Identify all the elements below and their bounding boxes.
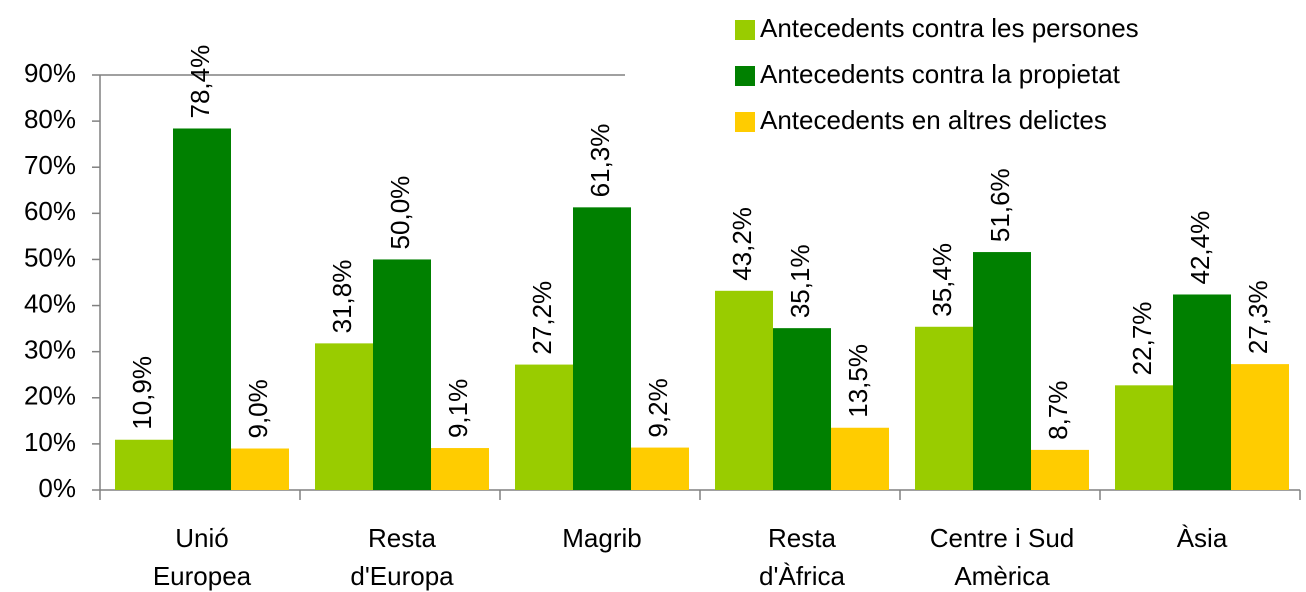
x-tick-label: Resta [768,523,836,553]
bar [231,448,289,490]
y-tick-label: 60% [24,196,76,226]
x-tick-label: Àsia [1177,523,1228,553]
bar [515,364,573,490]
y-tick-label: 50% [24,242,76,272]
bar [315,343,373,490]
value-label: 10,9% [127,356,157,430]
bar [773,328,831,490]
x-tick-label: Europea [153,561,252,591]
bar [431,448,489,490]
value-label: 35,4% [927,243,957,317]
value-label: 51,6% [985,168,1015,242]
y-tick-label: 40% [24,288,76,318]
x-tick-label: d'Europa [350,561,454,591]
bar [373,259,431,490]
y-tick-label: 30% [24,335,76,365]
x-tick-label: Resta [368,523,436,553]
legend-swatch [735,112,755,132]
value-label: 31,8% [327,260,357,334]
bar [173,128,231,490]
value-label: 42,4% [1185,211,1215,285]
y-tick-label: 20% [24,381,76,411]
value-label: 27,3% [1243,280,1273,354]
value-label: 9,2% [643,378,673,437]
bar [715,290,773,490]
value-label: 8,7% [1043,381,1073,440]
bar [1115,385,1173,490]
bar [1031,449,1089,490]
bar [831,427,889,490]
y-tick-label: 10% [24,427,76,457]
bar [631,447,689,490]
bar [1231,364,1289,490]
value-label: 43,2% [727,207,757,281]
value-label: 61,3% [585,124,615,198]
value-label: 22,7% [1127,302,1157,376]
bar [973,252,1031,490]
legend-label: Antecedents contra la propietat [760,59,1121,89]
value-label: 9,1% [443,379,473,438]
bar [115,439,173,490]
y-tick-label: 0% [38,473,76,503]
value-label: 27,2% [527,281,557,355]
x-tick-label: Amèrica [954,561,1050,591]
value-label: 50,0% [385,176,415,250]
bar [915,326,973,490]
x-tick-label: Magrib [562,523,641,553]
x-tick-label: Unió [175,523,228,553]
y-tick-label: 90% [24,58,76,88]
legend-label: Antecedents en altres delictes [760,105,1107,135]
value-label: 78,4% [185,45,215,119]
value-label: 9,0% [243,379,273,438]
value-label: 35,1% [785,244,815,318]
bar [1173,294,1231,490]
y-tick-label: 70% [24,150,76,180]
legend-label: Antecedents contra les persones [760,13,1139,43]
x-tick-label: d'Àfrica [759,561,845,591]
x-tick-label: Centre i Sud [930,523,1075,553]
bar [573,207,631,491]
y-tick-label: 80% [24,104,76,134]
legend-swatch [735,66,755,86]
legend-swatch [735,20,755,40]
value-label: 13,5% [843,344,873,418]
